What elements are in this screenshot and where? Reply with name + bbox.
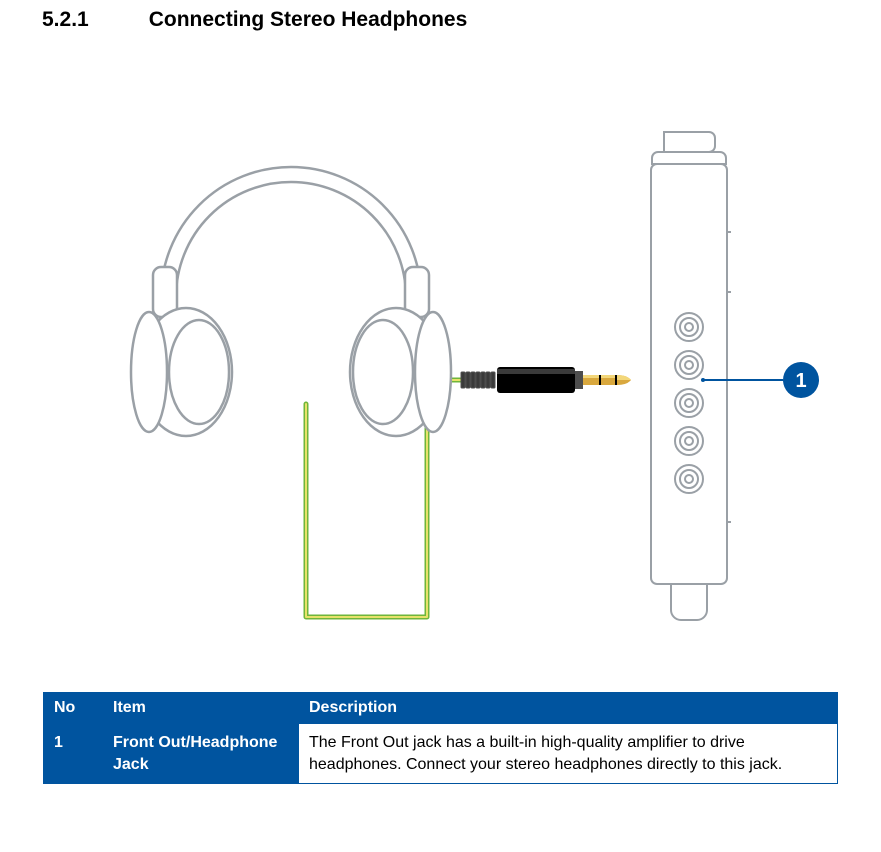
cell-no: 1 (44, 724, 103, 784)
col-description: Description (299, 693, 838, 724)
section-heading: 5.2.1 Connecting Stereo Headphones (30, 0, 851, 32)
col-no: No (44, 693, 103, 724)
headphones-icon (131, 167, 451, 436)
table-row: 1 Front Out/Headphone Jack The Front Out… (44, 724, 838, 784)
cell-description: The Front Out jack has a built-in high-q… (299, 724, 838, 784)
diagram-figure: 1 (30, 72, 851, 652)
table-header-row: No Item Description (44, 693, 838, 724)
audio-plug-icon (461, 367, 631, 393)
diagram-svg: 1 (31, 72, 851, 652)
cell-item: Front Out/Headphone Jack (103, 724, 299, 784)
section-number: 5.2.1 (42, 8, 89, 32)
callout-1-label: 1 (795, 370, 806, 392)
col-item: Item (103, 693, 299, 724)
section-title: Connecting Stereo Headphones (149, 8, 468, 32)
pci-bracket (651, 132, 731, 620)
reference-table: No Item Description 1 Front Out/Headphon… (43, 692, 838, 784)
